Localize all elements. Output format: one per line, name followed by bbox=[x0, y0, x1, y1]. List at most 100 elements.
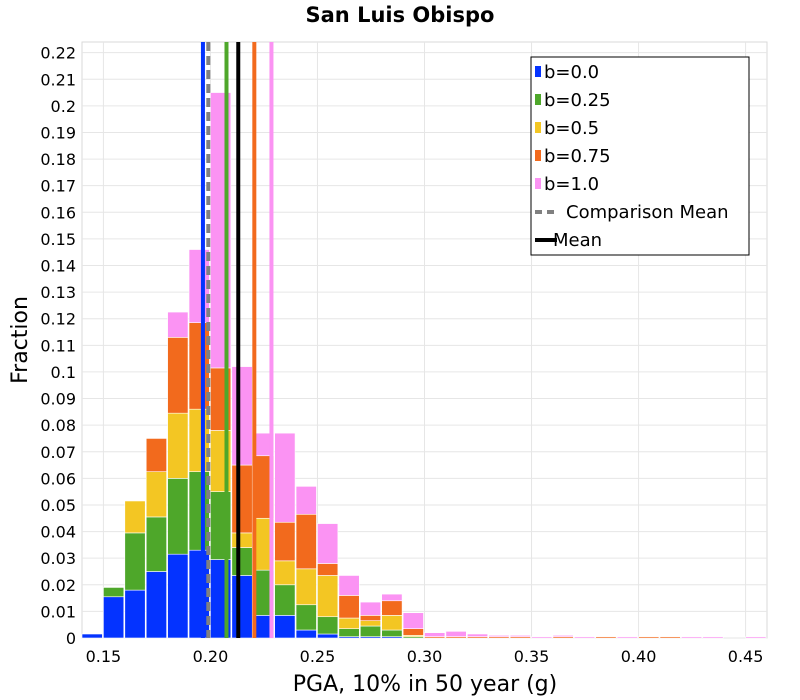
bar-b-1-0 bbox=[445, 631, 467, 637]
bar-b-0-75 bbox=[359, 615, 381, 622]
bar-b-1-0 bbox=[745, 636, 767, 639]
y-tick-label: 0.18 bbox=[40, 150, 76, 169]
y-tick-label: 0.01 bbox=[40, 602, 76, 621]
y-tick-label: 0.17 bbox=[40, 177, 76, 196]
bar-b-0-75 bbox=[381, 600, 403, 616]
bar-b-1-0 bbox=[681, 636, 703, 639]
legend-swatch bbox=[535, 178, 541, 189]
bar-b-1-0 bbox=[295, 486, 317, 515]
bar-b-1-0 bbox=[509, 635, 531, 637]
y-axis-label: Fraction bbox=[8, 296, 33, 384]
bar-b-0-0 bbox=[145, 571, 167, 639]
bar-b-0-75 bbox=[145, 438, 167, 473]
bar-b-1-0 bbox=[317, 523, 339, 564]
bar-b-1-0 bbox=[338, 575, 360, 596]
bar-b-0-5 bbox=[167, 412, 189, 479]
x-tick-label: 0.40 bbox=[621, 647, 657, 666]
legend-label: b=0.0 bbox=[544, 62, 599, 83]
bar-b-1-0 bbox=[702, 636, 724, 639]
y-tick-label: 0.16 bbox=[40, 203, 76, 222]
y-tick-label: 0.11 bbox=[40, 336, 76, 355]
y-axis-ticks: 0 0.01 0.02 0.03 0.04 0.05 0.06 0.07 0.08 0.09 0.1… bbox=[40, 44, 76, 648]
y-tick-label: 0.21 bbox=[40, 70, 76, 89]
bar-b-0-5 bbox=[381, 615, 403, 631]
bar-b-1-0 bbox=[467, 633, 489, 637]
y-tick-label: 0.14 bbox=[40, 257, 76, 276]
bar-b-0-0 bbox=[231, 575, 253, 639]
bar-b-1-0 bbox=[402, 612, 424, 629]
y-tick-label: 0.05 bbox=[40, 496, 76, 515]
bar-b-0-75 bbox=[638, 636, 660, 639]
bar-b-0-5 bbox=[274, 560, 296, 586]
y-tick-label: 0.09 bbox=[40, 390, 76, 409]
x-tick-label: 0.30 bbox=[407, 647, 443, 666]
y-tick-label: 0.03 bbox=[40, 549, 76, 568]
bar-b-0-5 bbox=[124, 500, 146, 534]
legend-label: Mean bbox=[553, 230, 602, 251]
legend-label: b=0.75 bbox=[544, 146, 611, 167]
y-tick-label: 0 bbox=[66, 629, 76, 648]
bar-b-0-25 bbox=[103, 587, 125, 598]
bar-b-0-0 bbox=[295, 629, 317, 639]
bar-b-0-0 bbox=[103, 596, 125, 639]
y-tick-label: 0.12 bbox=[40, 310, 76, 329]
bar-b-0-0 bbox=[317, 633, 339, 639]
bar-b-0-75 bbox=[274, 521, 296, 562]
bar-b-0-75 bbox=[659, 636, 681, 639]
bar-b-1-0 bbox=[616, 636, 638, 639]
x-tick-label: 0.15 bbox=[86, 647, 122, 666]
x-tick-label: 0.45 bbox=[728, 647, 764, 666]
bar-b-0-25 bbox=[317, 616, 339, 635]
legend-label: Comparison Mean bbox=[566, 202, 729, 223]
bar-b-1-0 bbox=[488, 635, 510, 637]
y-tick-label: 0.15 bbox=[40, 230, 76, 249]
x-axis-label: PGA, 10% in 50 year (g) bbox=[293, 672, 557, 697]
bar-b-1-0 bbox=[574, 636, 596, 639]
x-tick-label: 0.25 bbox=[300, 647, 336, 666]
bar-b-0-75 bbox=[317, 563, 339, 576]
legend-swatch bbox=[535, 94, 541, 105]
y-tick-label: 0.06 bbox=[40, 469, 76, 488]
bar-b-1-0 bbox=[531, 636, 553, 639]
bar-b-0-5 bbox=[338, 617, 360, 629]
bar-b-0-0 bbox=[167, 553, 189, 639]
legend-swatch bbox=[535, 122, 541, 133]
bar-b-1-0 bbox=[381, 593, 403, 602]
y-tick-label: 0.07 bbox=[40, 443, 76, 462]
legend-label: b=0.5 bbox=[544, 118, 599, 139]
legend: b=0.0 b=0.25 b=0.5 b=0.75 b=1.0 Comparison Me… bbox=[530, 56, 750, 256]
bar-b-0-25 bbox=[145, 516, 167, 572]
y-tick-label: 0.1 bbox=[51, 363, 76, 382]
bar-b-0-75 bbox=[402, 628, 424, 636]
bar-b-0-25 bbox=[231, 547, 253, 576]
bar-b-0-25 bbox=[274, 584, 296, 616]
bar-b-0-25 bbox=[338, 628, 360, 637]
bar-b-0-25 bbox=[359, 625, 381, 637]
bar-b-0-75 bbox=[295, 513, 317, 570]
x-tick-label: 0.35 bbox=[514, 647, 550, 666]
legend-swatch bbox=[535, 150, 541, 161]
bar-b-0-5 bbox=[145, 471, 167, 518]
bar-b-0-75 bbox=[338, 595, 360, 619]
bar-b-0-75 bbox=[231, 464, 253, 534]
bar-b-0-75 bbox=[595, 636, 617, 639]
x-axis-ticks: 0.15 0.20 0.25 0.30 0.35 0.40 0.45 bbox=[86, 647, 764, 666]
y-tick-label: 0.02 bbox=[40, 576, 76, 595]
bar-b-0-0 bbox=[124, 589, 146, 639]
bar-b-0-5 bbox=[317, 575, 339, 618]
bar-b-0-25 bbox=[295, 604, 317, 631]
legend-label: b=1.0 bbox=[544, 174, 599, 195]
bar-b-0-25 bbox=[124, 532, 146, 591]
mean-lines bbox=[200, 42, 274, 638]
y-tick-label: 0.2 bbox=[51, 97, 76, 116]
bar-b-1-0 bbox=[167, 311, 189, 338]
bar-b-0-0 bbox=[274, 615, 296, 639]
chart-title: San Luis Obispo bbox=[306, 3, 495, 27]
bar-b-0-25 bbox=[167, 478, 189, 555]
legend-box bbox=[530, 56, 750, 256]
legend-label: b=0.25 bbox=[544, 90, 611, 111]
bar-b-1-0 bbox=[274, 432, 296, 523]
bar-b-1-0 bbox=[424, 632, 446, 637]
bar-b-0-0 bbox=[81, 633, 103, 639]
